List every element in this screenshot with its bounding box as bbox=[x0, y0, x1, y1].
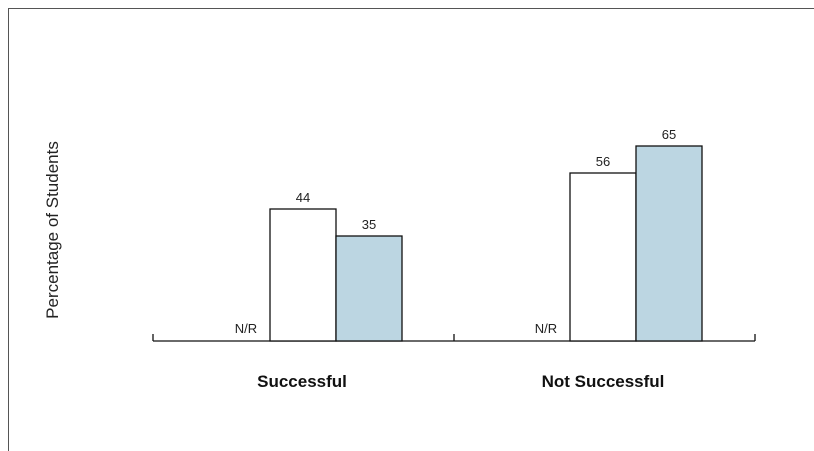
na-label: N/R bbox=[235, 321, 257, 336]
y-axis-label: Percentage of Students bbox=[43, 141, 62, 319]
data-label: 65 bbox=[662, 127, 676, 142]
category-label: Successful bbox=[257, 372, 347, 391]
bar-not-successful-1 bbox=[569, 172, 637, 342]
data-label: 44 bbox=[296, 190, 310, 205]
bar-successful-1 bbox=[269, 208, 337, 342]
data-label: 35 bbox=[362, 217, 376, 232]
na-label: N/R bbox=[535, 321, 557, 336]
category-label: Not Successful bbox=[542, 372, 665, 391]
chart-marks: N/R 44 35 Successful N/R 56 65 Not Successful bbox=[152, 127, 756, 391]
data-label: 56 bbox=[596, 154, 610, 169]
chart-frame bbox=[8, 8, 814, 451]
bar-successful-2 bbox=[335, 235, 403, 342]
bar-not-successful-2 bbox=[635, 145, 703, 342]
